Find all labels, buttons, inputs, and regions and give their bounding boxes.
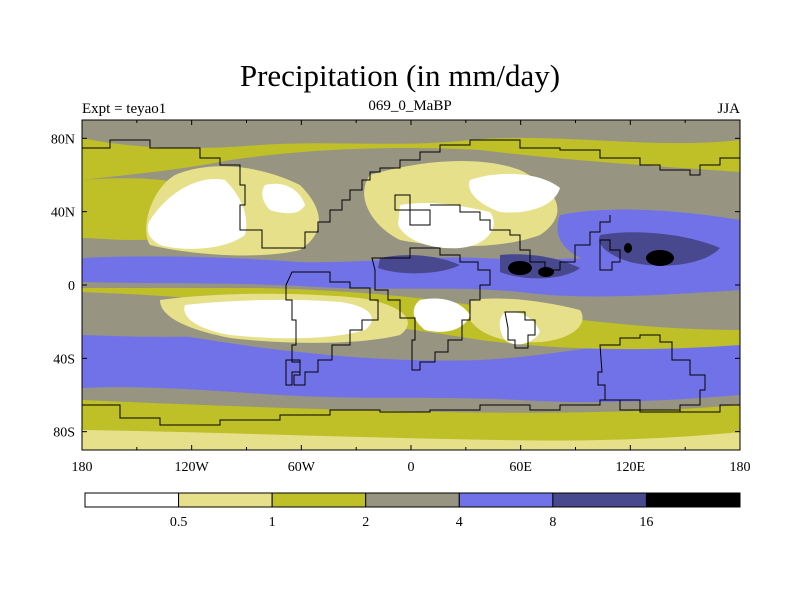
field-peak-c	[646, 250, 674, 266]
coast-southern-island	[285, 359, 301, 386]
x-tick-label: 180	[730, 460, 751, 475]
coast-africa	[371, 247, 491, 371]
field-asia-dry	[469, 173, 560, 213]
x-tick-label: 60E	[509, 460, 532, 475]
colorbar-swatch	[552, 492, 647, 508]
field-african-core	[378, 255, 460, 274]
x-tick-label: 120E	[616, 460, 646, 475]
field-peak-a	[508, 261, 532, 275]
colorbar-label: 4	[456, 515, 463, 530]
field-arctic	[82, 120, 740, 149]
field-peak-d	[624, 243, 632, 253]
precipitation-field	[82, 120, 740, 450]
field-na-dry-2	[262, 183, 305, 214]
y-tick-label: 40N	[51, 206, 75, 221]
colorbar-swatch	[645, 492, 741, 508]
x-tick-label: 60W	[288, 460, 316, 475]
coast-india	[504, 311, 536, 349]
field-southern-band	[82, 329, 740, 403]
colorbar-label: 0.5	[170, 515, 188, 530]
coast-europe-islands	[394, 194, 431, 226]
y-tick-label: 40S	[53, 352, 75, 367]
field-africa-dry	[413, 298, 470, 332]
map-title: Precipitation (in mm/day)	[239, 58, 561, 93]
colorbar-label: 16	[639, 515, 653, 530]
coast-australia-antarctica	[597, 334, 706, 413]
field-sa-dry	[184, 299, 372, 339]
colorbar-label: 8	[549, 515, 556, 530]
coast-asia-islands	[599, 239, 621, 271]
x-tick-label: 120W	[175, 460, 210, 475]
colorbar-label: 1	[269, 515, 276, 530]
coast-south-america	[285, 271, 379, 386]
axis-ticks: 180 120W 60W 0 60E 120E 180 80N 40N 0 40S 80S	[51, 120, 751, 475]
field-peak-b	[538, 267, 554, 277]
field-na-dry	[147, 179, 247, 249]
field-eu-dry	[398, 202, 494, 249]
map-subtitle: 069_0_MaBP	[368, 98, 452, 114]
y-tick-label: 80S	[53, 426, 75, 441]
coast-asia	[430, 204, 611, 271]
colorbar-swatch	[271, 492, 367, 508]
colorbar-swatch	[365, 492, 460, 508]
y-tick-label: 0	[68, 279, 75, 294]
coast-antarctica	[82, 399, 740, 426]
colorbar: 0.5 1 2 4 8 16	[84, 492, 741, 530]
colorbar-swatch	[458, 492, 554, 508]
colorbar-swatch	[178, 492, 273, 508]
colorbar-swatch	[84, 492, 180, 508]
coastlines	[82, 139, 740, 426]
season-label: JJA	[717, 101, 740, 117]
x-tick-label: 180	[72, 460, 93, 475]
coast-north-continent	[82, 139, 740, 249]
field-monsoon-core	[599, 232, 720, 266]
x-tick-label: 0	[408, 460, 415, 475]
field-antarctic-light	[82, 430, 740, 450]
colorbar-label: 2	[362, 515, 369, 530]
y-tick-label: 80N	[51, 132, 75, 147]
experiment-label: Expt = teyao1	[82, 101, 167, 117]
